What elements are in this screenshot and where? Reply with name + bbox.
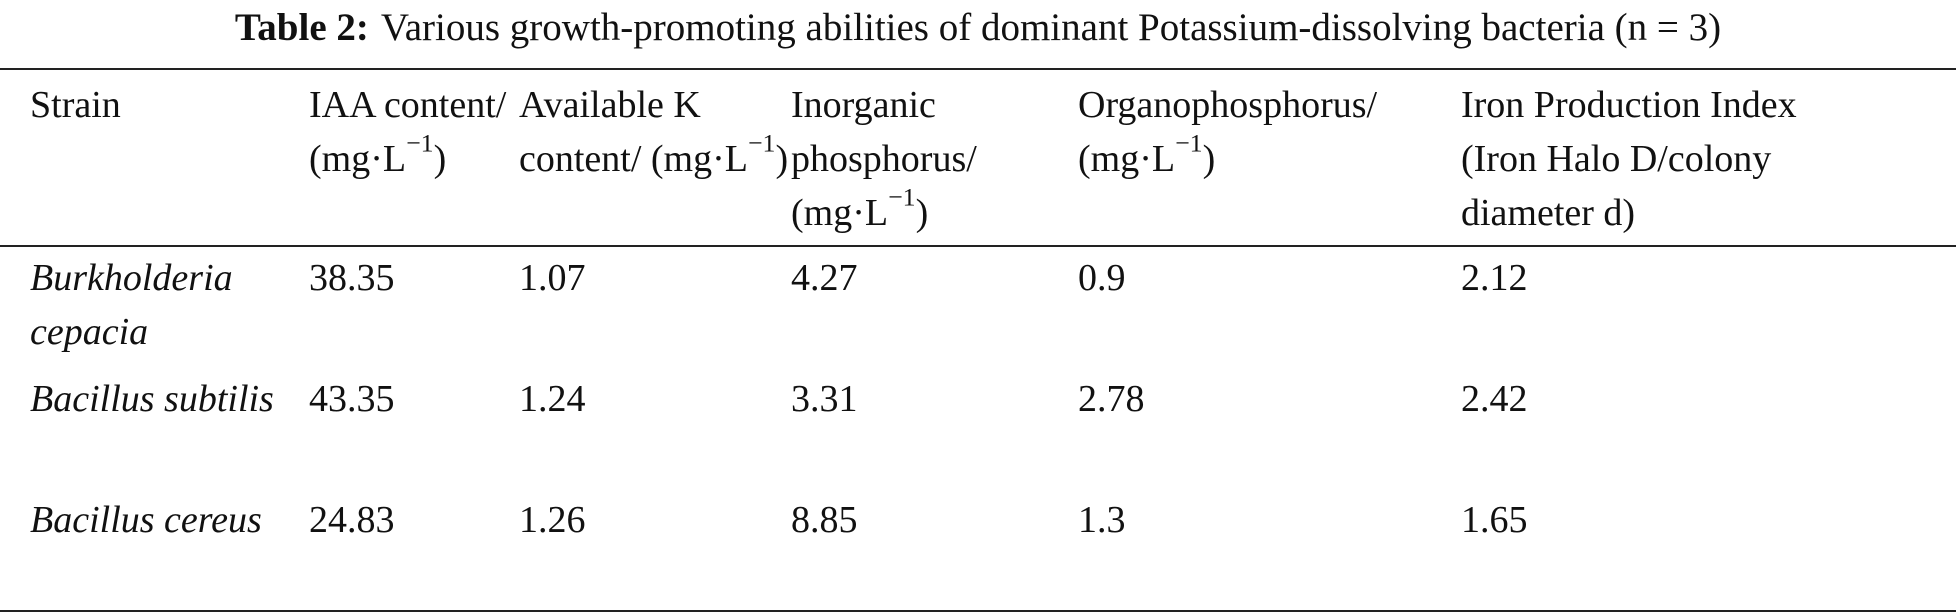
value-cell: 43.35 — [309, 378, 395, 420]
header-text: ) — [775, 138, 789, 180]
header-cell: Organophosphorus/ (mg·L−1) — [1078, 69, 1461, 246]
header-text: (mg·L — [650, 138, 748, 180]
caption-text: Various growth-promoting abilities of do… — [380, 6, 1722, 49]
table-header: Strain IAA content/ (mg·L−1) Available K c… — [0, 69, 1956, 246]
value-cell: 4.27 — [791, 257, 858, 299]
strain-cell: Bacillus cereus — [30, 499, 262, 541]
header-text: ) — [915, 192, 929, 234]
unit-exponent: −1 — [888, 182, 916, 212]
value-cell: 24.83 — [309, 499, 395, 541]
header-text: ) — [1202, 138, 1216, 180]
strain-cell: Bacillus subtilis — [30, 378, 274, 420]
header-text: (mg·L — [1078, 138, 1176, 180]
header-cell: Inorganic phosphorus/ (mg·L−1) — [791, 69, 1078, 246]
header-cell: IAA content/ (mg·L−1) — [309, 69, 519, 246]
value-cell: 1.24 — [519, 378, 586, 420]
header-text: ) — [433, 138, 447, 180]
unit-exponent: −1 — [1175, 128, 1203, 158]
header-text: (mg·L — [791, 192, 889, 234]
value-cell: 1.26 — [519, 499, 586, 541]
value-cell: 1.07 — [519, 257, 586, 299]
table-row: Bacillus subtilis 43.35 1.24 3.31 2.78 2.42 — [0, 368, 1956, 489]
unit-exponent: −1 — [747, 128, 776, 158]
header-text: Iron Production Index (Iron Halo D/colon… — [1461, 84, 1797, 234]
data-table: Strain IAA content/ (mg·L−1) Available K c… — [0, 68, 1956, 612]
header-text: IAA content/ — [309, 84, 507, 126]
table-body: Burkholderia cepacia 38.35 1.07 4.27 0.9 2.12… — [0, 246, 1956, 611]
table-caption: Table 2: Various growth-promoting abiliti… — [0, 0, 1956, 68]
header-text: Organophosphorus/ — [1078, 84, 1378, 126]
value-cell: 38.35 — [309, 257, 395, 299]
unit-exponent: −1 — [406, 128, 434, 158]
value-cell: 2.78 — [1078, 378, 1145, 420]
header-row: Strain IAA content/ (mg·L−1) Available K c… — [0, 69, 1956, 246]
value-cell: 2.12 — [1461, 257, 1528, 299]
strain-cell: Burkholderia cepacia — [30, 257, 233, 353]
header-cell: Strain — [0, 69, 309, 246]
value-cell: 3.31 — [791, 378, 858, 420]
value-cell: 1.3 — [1078, 499, 1126, 541]
value-cell: 0.9 — [1078, 257, 1126, 299]
header-text: (mg·L — [309, 138, 407, 180]
caption-label: Table 2: — [234, 6, 369, 49]
table-row: Bacillus cereus 24.83 1.26 8.85 1.3 1.65 — [0, 489, 1956, 611]
header-text: Inorganic phosphorus/ — [791, 84, 977, 180]
header-text: Available K content/ — [519, 84, 701, 180]
value-cell: 1.65 — [1461, 499, 1528, 541]
header-cell: Iron Production Index (Iron Halo D/colon… — [1461, 69, 1956, 246]
value-cell: 8.85 — [791, 499, 858, 541]
value-cell: 2.42 — [1461, 378, 1528, 420]
header-cell: Available K content/ (mg·L−1) — [519, 69, 791, 246]
table-row: Burkholderia cepacia 38.35 1.07 4.27 0.9 2.12 — [0, 246, 1956, 368]
header-text: Strain — [30, 84, 121, 126]
